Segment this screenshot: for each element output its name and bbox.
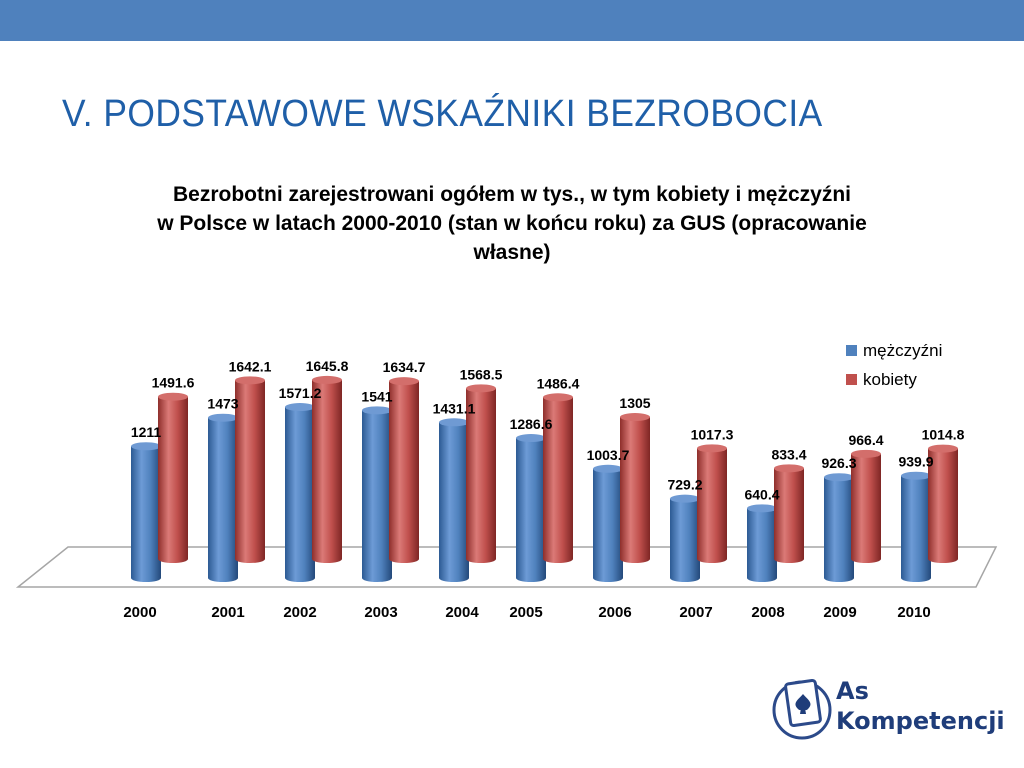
bar-men-2000 xyxy=(131,442,161,582)
data-label-men-2006: 1003.7 xyxy=(587,447,630,463)
data-label-men-2002: 1571.2 xyxy=(279,385,322,401)
logo: As Kompetencji xyxy=(770,670,1010,750)
data-label-women-2007: 1017.3 xyxy=(691,426,734,442)
bar-men-2008 xyxy=(747,504,777,582)
x-tick-2005: 2005 xyxy=(509,604,542,621)
data-label-women-2000: 1491.6 xyxy=(152,375,195,391)
data-label-women-2006: 1305 xyxy=(619,395,650,411)
legend-swatch-men xyxy=(846,345,857,356)
x-tick-2006: 2006 xyxy=(598,604,631,621)
bar-men-2009 xyxy=(824,473,854,582)
logo-text: As Kompetencji xyxy=(836,676,1005,736)
bar-women-2007 xyxy=(697,444,727,563)
bar-women-2002 xyxy=(312,375,342,563)
data-label-women-2003: 1634.7 xyxy=(383,359,426,375)
data-label-women-2002: 1645.8 xyxy=(306,358,349,374)
data-label-men-2007: 729.2 xyxy=(667,477,702,493)
bar-women-2000 xyxy=(158,392,188,563)
x-tick-2007: 2007 xyxy=(679,604,712,621)
bar-men-2007 xyxy=(670,494,700,582)
data-label-women-2001: 1642.1 xyxy=(229,358,272,374)
bar-women-2008 xyxy=(774,464,804,563)
bar-women-2006 xyxy=(620,413,650,563)
data-label-men-2001: 1473 xyxy=(207,396,238,412)
bar-men-2002 xyxy=(285,403,315,582)
logo-line-2: Kompetencji xyxy=(836,707,1005,735)
chart-caption-line-1: Bezrobotni zarejestrowani ogółem w tys.,… xyxy=(173,183,851,206)
bar-men-2006 xyxy=(593,464,623,582)
bar-men-2004 xyxy=(439,418,469,582)
x-tick-2009: 2009 xyxy=(823,604,856,621)
data-label-men-2010: 939.9 xyxy=(898,454,933,470)
legend-label-men: mężczyźni xyxy=(863,340,943,360)
bar-women-2010 xyxy=(928,444,958,563)
labels-layer: 1211 1491.6 2000 1473 1642.1 2001 1571.2 1645.8… xyxy=(123,358,964,621)
chart-caption-line-3: własne) xyxy=(473,241,551,264)
x-tick-2008: 2008 xyxy=(751,604,784,621)
chart-caption: Bezrobotni zarejestrowani ogółem w tys.,… xyxy=(60,180,964,267)
bar-women-2005 xyxy=(543,393,573,563)
bar-men-2001 xyxy=(208,413,238,582)
data-label-men-2005: 1286.6 xyxy=(510,416,553,432)
legend-label-women: kobiety xyxy=(863,369,917,389)
legend-swatch-women xyxy=(846,374,857,385)
data-label-men-2009: 926.3 xyxy=(821,455,856,471)
x-tick-2000: 2000 xyxy=(123,604,156,621)
chart-caption-line-2: w Polsce w latach 2000-2010 (stan w końc… xyxy=(157,212,867,235)
slide-title: V. PODSTAWOWE WSKAŹNIKI BEZROBOCIA xyxy=(62,93,823,135)
bar-women-2009 xyxy=(851,449,881,563)
bar-women-2003 xyxy=(389,377,419,563)
top-band xyxy=(0,0,1024,41)
bar-men-2003 xyxy=(362,406,392,582)
data-label-men-2008: 640.4 xyxy=(744,486,779,502)
x-tick-2010: 2010 xyxy=(897,604,930,621)
data-label-men-2000: 1211 xyxy=(131,424,162,440)
x-tick-2002: 2002 xyxy=(283,604,316,621)
data-label-women-2010: 1014.8 xyxy=(922,427,965,443)
data-label-women-2009: 966.4 xyxy=(848,432,883,448)
x-tick-2004: 2004 xyxy=(445,604,479,621)
bars-layer xyxy=(131,375,958,582)
bar-women-2001 xyxy=(235,376,265,563)
logo-card-icon xyxy=(772,679,832,740)
x-tick-2003: 2003 xyxy=(364,604,397,621)
legend-item-women: kobiety xyxy=(846,365,942,394)
chart-legend: mężczyźni kobiety xyxy=(846,336,942,394)
data-label-men-2004: 1431.1 xyxy=(433,400,476,416)
data-label-women-2008: 833.4 xyxy=(771,446,806,462)
data-label-women-2005: 1486.4 xyxy=(537,375,580,391)
logo-line-1: As xyxy=(836,677,869,705)
legend-item-men: mężczyźni xyxy=(846,336,942,365)
data-label-women-2004: 1568.5 xyxy=(460,366,503,382)
bar-women-2004 xyxy=(466,384,496,563)
bar-men-2005 xyxy=(516,434,546,582)
x-tick-2001: 2001 xyxy=(211,604,244,621)
data-label-men-2003: 1541 xyxy=(361,388,392,404)
bar-men-2010 xyxy=(901,471,931,582)
